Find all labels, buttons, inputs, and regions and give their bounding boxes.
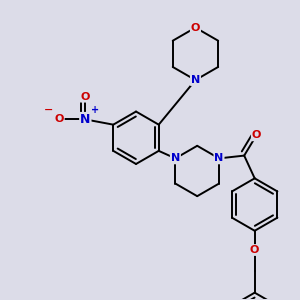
Text: N: N: [191, 75, 200, 85]
Text: O: O: [191, 22, 200, 33]
Text: −: −: [44, 105, 53, 115]
Text: O: O: [54, 114, 64, 124]
Text: N: N: [171, 153, 180, 164]
Text: O: O: [250, 245, 260, 255]
Text: O: O: [252, 130, 261, 140]
Text: N: N: [214, 153, 224, 164]
Text: +: +: [91, 105, 99, 115]
Text: N: N: [80, 113, 91, 126]
Text: O: O: [81, 92, 90, 102]
